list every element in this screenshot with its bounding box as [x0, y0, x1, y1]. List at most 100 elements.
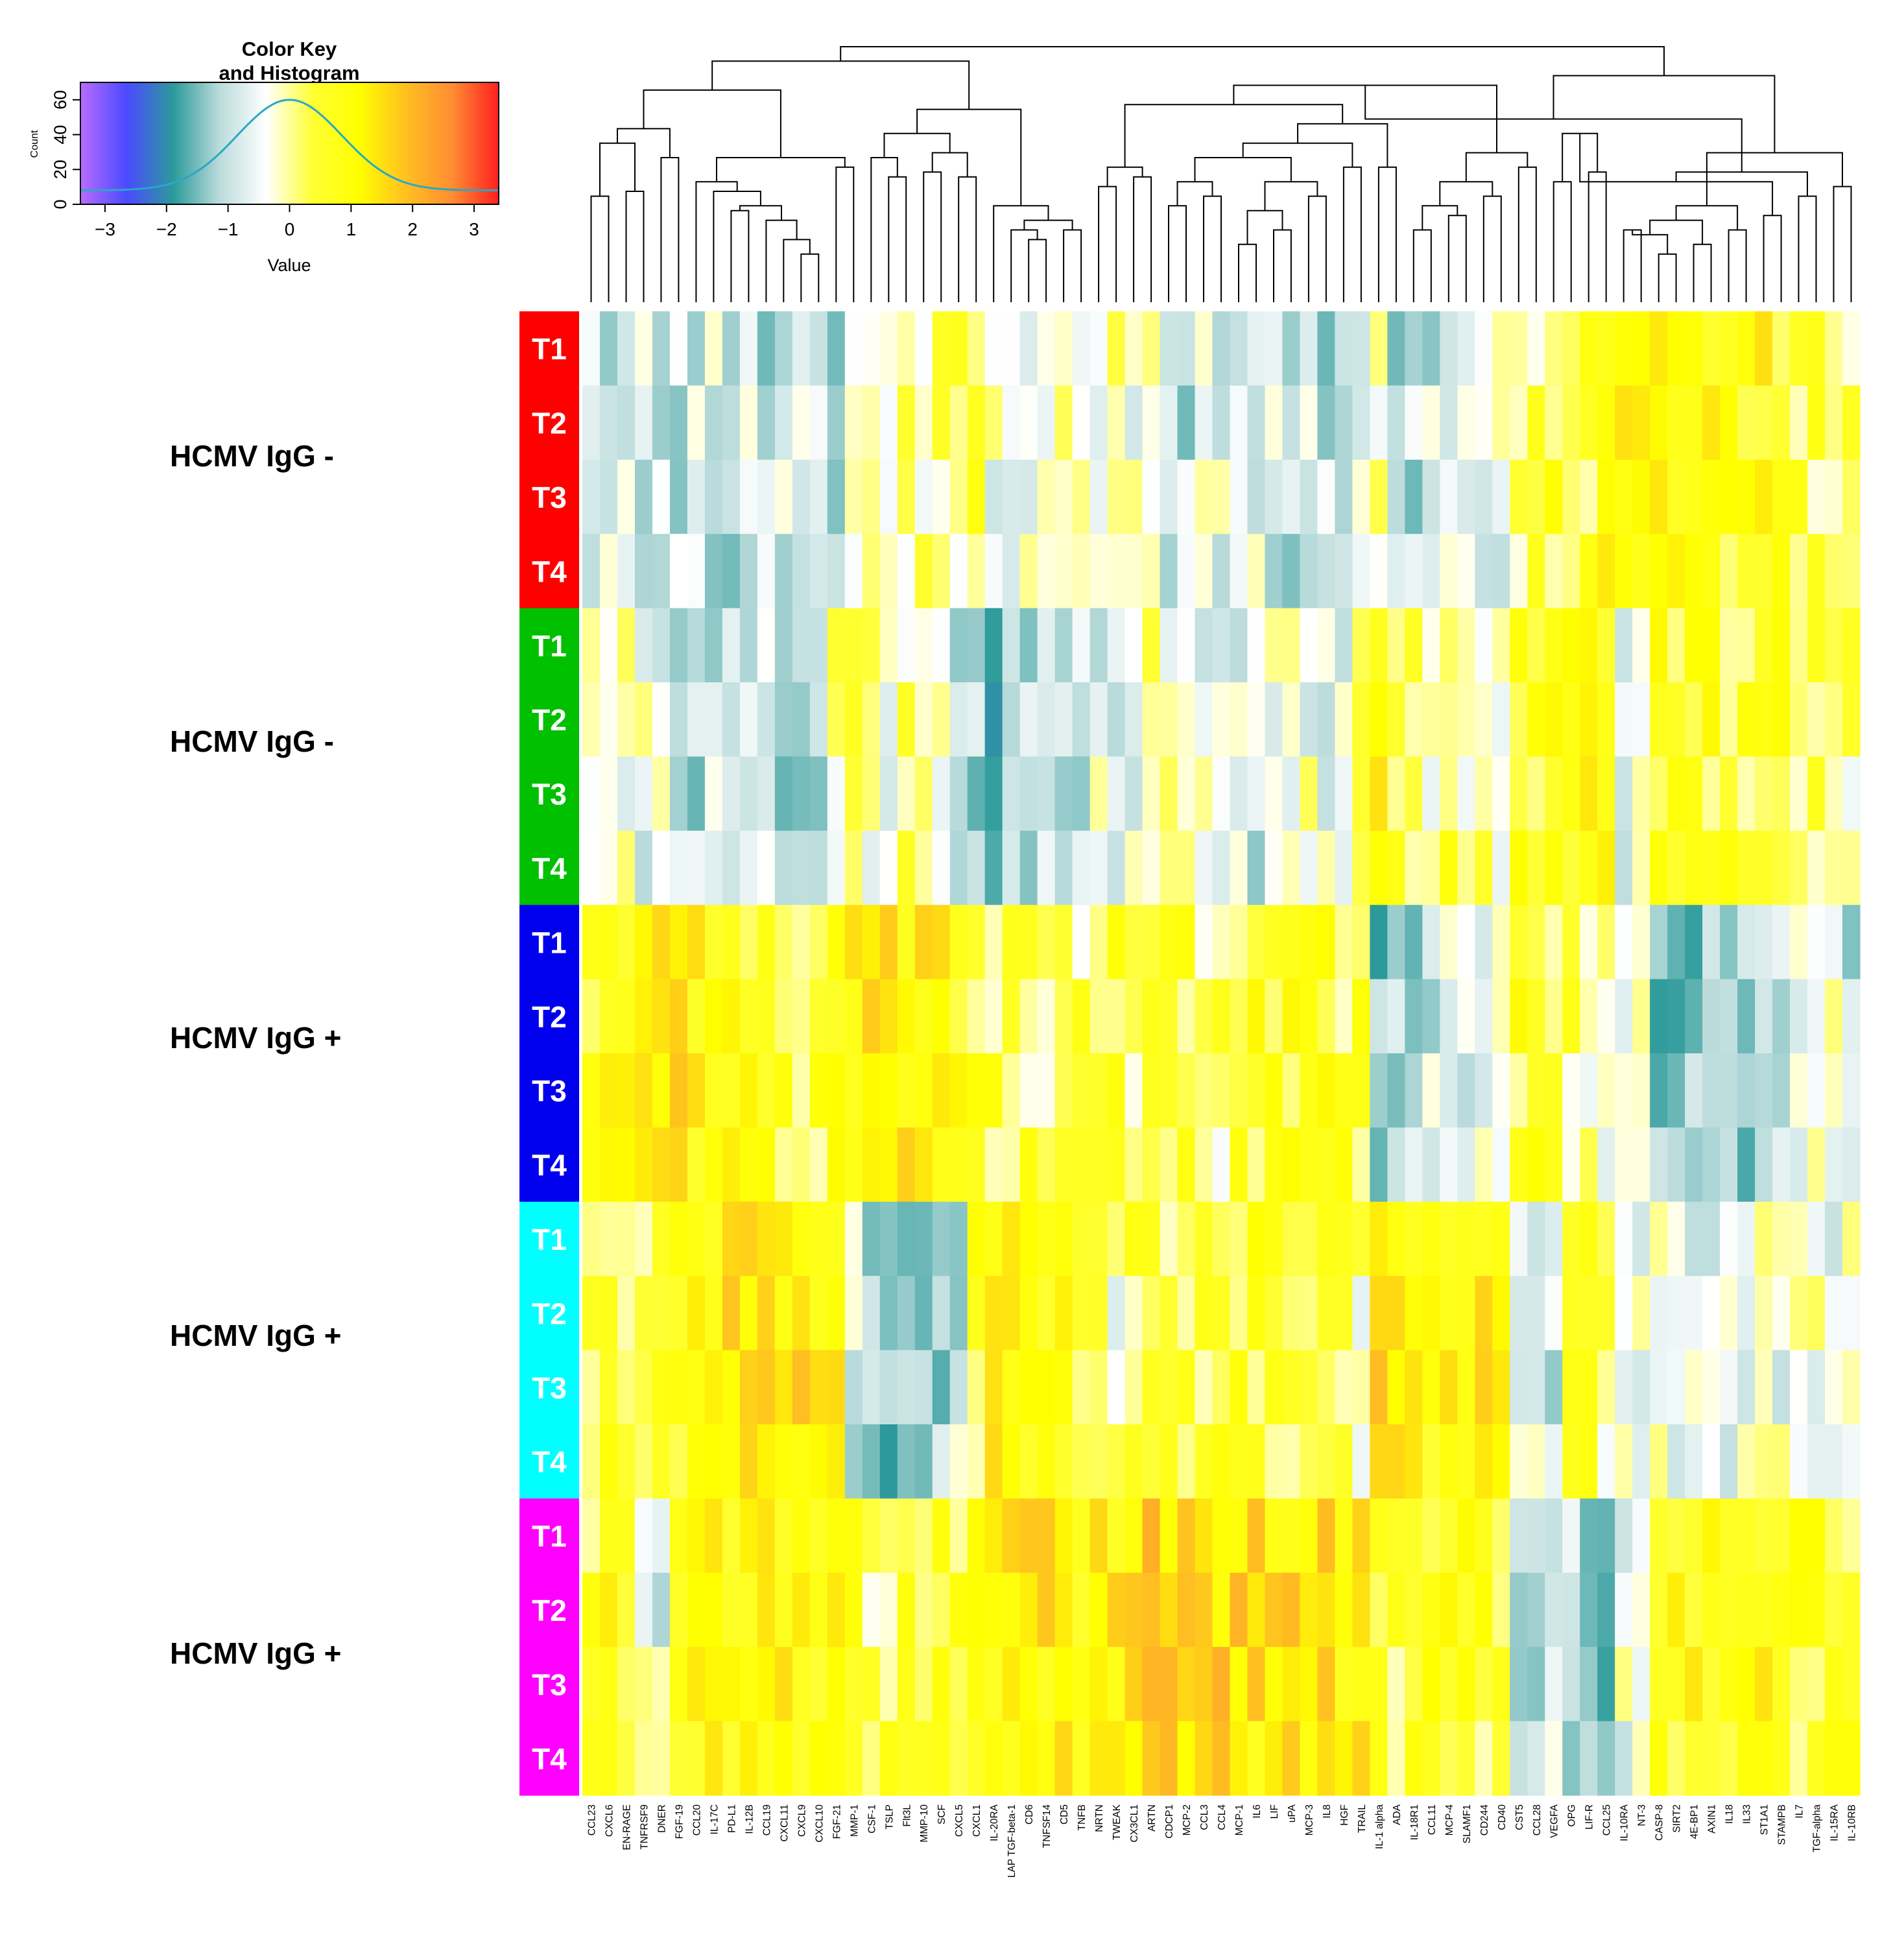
heatmap-cell [1720, 1053, 1738, 1128]
heatmap-cell [1440, 608, 1458, 683]
heatmap-cell [879, 830, 898, 905]
heatmap-cell [1842, 1053, 1861, 1128]
heatmap-cell [897, 1053, 916, 1128]
heatmap-cell [1475, 311, 1493, 386]
heatmap-cell [1790, 682, 1808, 757]
heatmap-cell [1212, 459, 1231, 534]
heatmap-cell [1002, 756, 1021, 831]
heatmap-cell [1107, 756, 1126, 831]
heatmap-cell [862, 1572, 881, 1647]
heatmap-cell [949, 534, 968, 609]
heatmap-cell [687, 1053, 706, 1128]
heatmap-cell [669, 608, 688, 683]
heatmap-cell [1842, 1276, 1861, 1351]
heatmap-cell [1807, 1201, 1826, 1276]
heatmap-cell [1615, 1572, 1633, 1647]
heatmap-cell [967, 1572, 986, 1647]
heatmap-cell [1842, 534, 1861, 609]
heatmap-cell [1405, 1572, 1423, 1647]
heatmap-cell [774, 1647, 793, 1722]
heatmap-cell [599, 1721, 618, 1796]
heatmap-cell [1475, 1276, 1493, 1351]
heatmap-cell [1019, 1572, 1038, 1647]
heatmap-cell [1072, 1350, 1091, 1425]
heatmap-cell [1317, 311, 1336, 386]
column-label: TNFSF14 [1041, 1804, 1053, 1848]
heatmap-cell [739, 534, 758, 609]
color-key-title-line2: and Histogram [219, 62, 359, 84]
row-timepoint-label: T1 [532, 1520, 567, 1553]
heatmap-cell [1580, 1201, 1598, 1276]
heatmap-cell [932, 830, 951, 905]
heatmap-cell [1335, 459, 1353, 534]
heatmap-cell [687, 534, 706, 609]
row-side-color [519, 830, 579, 905]
heatmap-cell [1562, 830, 1580, 905]
heatmap-cell [739, 385, 758, 461]
heatmap-cell [1492, 1647, 1510, 1722]
heatmap-cell [704, 1498, 723, 1573]
heatmap-cell [1335, 1201, 1353, 1276]
heatmap-cell [1440, 1276, 1458, 1351]
heatmap-cell [1632, 1127, 1650, 1202]
heatmap-cell [1300, 756, 1318, 831]
heatmap-cell [984, 1350, 1003, 1425]
heatmap-cell [1562, 1350, 1580, 1425]
heatmap-cell [1247, 1201, 1266, 1276]
heatmap-cell [1002, 311, 1021, 386]
heatmap-cell [1685, 311, 1703, 386]
heatmap-cell [617, 979, 636, 1054]
heatmap-cell [722, 1572, 741, 1647]
heatmap-cell [967, 756, 986, 831]
heatmap-cell [1527, 385, 1545, 461]
heatmap-cell [1352, 830, 1370, 905]
heatmap-cell [1615, 1721, 1633, 1796]
heatmap-cell [879, 905, 898, 980]
heatmap-cell [599, 1572, 618, 1647]
heatmap-cell [739, 1350, 758, 1425]
heatmap-cell [582, 979, 601, 1054]
heatmap-cell [757, 1721, 776, 1796]
heatmap-cell [1247, 905, 1266, 980]
heatmap-cell [1405, 1350, 1423, 1425]
heatmap-cell [774, 1127, 793, 1202]
heatmap-cell [1247, 1350, 1266, 1425]
heatmap-cell [704, 534, 723, 609]
heatmap-cell [1527, 1350, 1545, 1425]
heatmap-cell [1422, 385, 1440, 461]
heatmap-cell [1510, 905, 1528, 980]
heatmap-cell [1265, 385, 1283, 461]
heatmap-cell [1405, 1053, 1423, 1128]
heatmap-cell [914, 830, 933, 905]
heatmap-cell [1440, 979, 1458, 1054]
heatmap-cell [1790, 385, 1808, 461]
heatmap-cell [704, 608, 723, 683]
heatmap-cell [1492, 311, 1510, 386]
heatmap-cell [1422, 1647, 1440, 1722]
row-side-color [519, 1053, 579, 1128]
heatmap-cell [1247, 1721, 1266, 1796]
heatmap-cell [774, 311, 793, 386]
color-key-y-tick-label: 40 [51, 125, 70, 145]
dendrogram-branch [660, 157, 680, 302]
heatmap-cell [1300, 534, 1318, 609]
heatmap-cell [809, 905, 828, 980]
heatmap-cell [1825, 1572, 1843, 1647]
heatmap-cell [582, 1053, 601, 1128]
heatmap-cell [1107, 1053, 1126, 1128]
heatmap-cell [809, 1350, 828, 1425]
heatmap-cell [1825, 979, 1843, 1054]
dendrogram-branch [1028, 239, 1047, 302]
heatmap-cell [774, 1201, 793, 1276]
heatmap-cell [652, 385, 671, 461]
heatmap-cell [582, 385, 601, 461]
heatmap-cell [1230, 385, 1248, 461]
column-label: MCP-2 [1182, 1804, 1193, 1836]
heatmap-cell [1807, 608, 1826, 683]
column-labels: CCL23 CXCL6 EN-RAGE TNFRSF9 DNER FGF-19 CCL20 I… [586, 1804, 1857, 1878]
heatmap-cell [1457, 830, 1475, 905]
heatmap-cell [1597, 459, 1615, 534]
heatmap-cell [1650, 534, 1668, 609]
heatmap-cell [1142, 1201, 1161, 1276]
